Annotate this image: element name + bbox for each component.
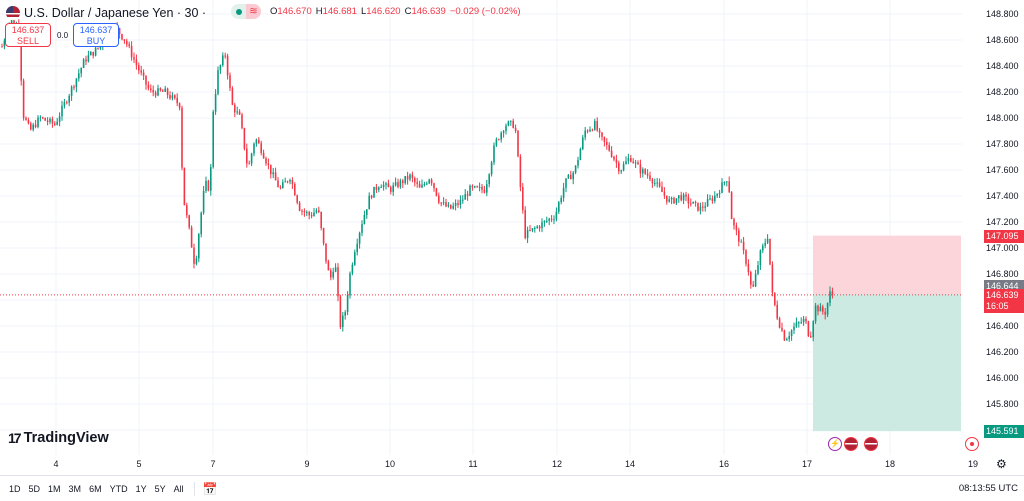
bottom-toolbar: 1D 5D 1M 3M 6M YTD 1Y 5Y All 📅 08:13:55 UTC <box>0 475 1024 501</box>
time-tick: 18 <box>884 459 896 469</box>
price-tick: 148.200 <box>986 87 1019 97</box>
range-button-1d[interactable]: 1D <box>9 483 21 494</box>
price-tick: 148.800 <box>986 9 1019 19</box>
range-button-ytd[interactable]: YTD <box>109 483 128 494</box>
usd-jpy-flag-icon <box>6 6 20 20</box>
time-tick: 16 <box>718 459 730 469</box>
market-status-pill[interactable]: ≋ <box>231 4 261 19</box>
price-tick: 148.600 <box>986 35 1019 45</box>
time-tick: 19 <box>967 459 979 469</box>
ohlc-item: H146.681 <box>315 6 357 17</box>
price-tick: 147.600 <box>986 165 1019 175</box>
toolbar-divider <box>193 481 195 496</box>
sell-button[interactable]: 146.637 SELL <box>5 23 51 47</box>
price-tick: 145.800 <box>986 399 1019 409</box>
price-tick: 146.400 <box>986 321 1019 331</box>
sell-label: SELL <box>16 36 40 46</box>
price-tick: 146.800 <box>986 269 1019 279</box>
buy-price: 146.637 <box>79 25 113 35</box>
range-button-all[interactable]: All <box>173 483 184 494</box>
utc-clock[interactable]: 08:13:55 UTC <box>958 483 1018 494</box>
time-tick: 12 <box>551 459 563 469</box>
time-tick: 11 <box>468 459 478 469</box>
take-profit-zone <box>813 294 961 432</box>
ohlc-item: L146.620 <box>360 6 401 17</box>
range-button-1y[interactable]: 1Y <box>135 483 147 494</box>
range-button-5d[interactable]: 5D <box>28 483 41 494</box>
time-tick: 7 <box>210 459 216 469</box>
price-tick: 147.000 <box>986 243 1019 253</box>
us-economic-event-icon[interactable] <box>844 437 858 451</box>
time-tick: 14 <box>624 459 636 469</box>
range-button-6m[interactable]: 6M <box>89 483 102 494</box>
price-tick: 148.400 <box>986 61 1019 71</box>
ohlc-item: C146.639 <box>404 6 446 17</box>
spread-value: 0.0 <box>57 31 69 40</box>
price-axis[interactable]: 148.800 148.600 148.400 148.200 148.000 147.8… <box>962 0 1024 463</box>
ohlc-legend: O146.670 H146.681 L146.620 C146.639 −0.029 (… <box>270 6 521 17</box>
time-tick: 9 <box>304 459 310 469</box>
data-delay-icon: ≋ <box>246 4 261 19</box>
price-tick: 146.200 <box>986 347 1019 357</box>
time-tick: 4 <box>53 459 59 469</box>
tradingview-logo[interactable]: 17 TradingView <box>8 430 109 446</box>
price-tick: 147.200 <box>986 217 1019 227</box>
flash-event-icon[interactable]: ⚡ <box>828 437 842 451</box>
time-tick: 5 <box>136 459 142 469</box>
stop-loss-zone <box>813 235 961 295</box>
price-tick: 146.000 <box>986 373 1019 383</box>
buy-button[interactable]: 146.637 BUY <box>73 23 119 47</box>
price-tick: 148.000 <box>986 113 1019 123</box>
axis-settings-gear-icon[interactable]: ⚙ <box>996 457 1007 471</box>
market-open-icon <box>236 8 242 15</box>
time-tick: 17 <box>801 459 813 469</box>
logo-text: TradingView <box>23 430 109 446</box>
stop-loss-price-label[interactable]: 147.095 <box>984 229 1024 243</box>
ohlc-item: O146.670 <box>270 6 312 17</box>
chart-area[interactable]: U.S. Dollar / Japanese Yen · 30 · ≋ O146… <box>0 0 1024 475</box>
symbol-title: U.S. Dollar / Japanese Yen · 30 · <box>24 6 207 20</box>
range-button-1m[interactable]: 1M <box>48 483 61 494</box>
symbol-header[interactable]: U.S. Dollar / Japanese Yen · 30 · <box>6 4 206 22</box>
range-button-3m[interactable]: 3M <box>68 483 82 494</box>
tradingview-logo-icon: 17 <box>8 430 22 446</box>
sell-price: 146.637 <box>11 25 45 35</box>
time-axis[interactable]: 4 5 7 9 10 11 12 14 16 17 18 19 <box>0 455 978 475</box>
buy-label: BUY <box>86 36 106 46</box>
time-tick: 10 <box>384 459 396 469</box>
last-price-label[interactable]: 146.639 16:05 <box>984 288 1024 313</box>
take-profit-price-label[interactable]: 145.591 <box>984 425 1024 439</box>
price-tick: 147.400 <box>986 191 1019 201</box>
us-economic-event-icon[interactable] <box>864 437 878 451</box>
go-to-date-calendar-icon[interactable]: 📅 <box>202 481 218 496</box>
go-to-realtime-icon[interactable] <box>965 437 979 451</box>
candlestick-chart[interactable] <box>0 0 962 455</box>
ohlc-item: −0.029 (−0.02%) <box>449 6 521 17</box>
price-tick: 147.800 <box>986 139 1019 149</box>
range-button-5y[interactable]: 5Y <box>154 483 166 494</box>
